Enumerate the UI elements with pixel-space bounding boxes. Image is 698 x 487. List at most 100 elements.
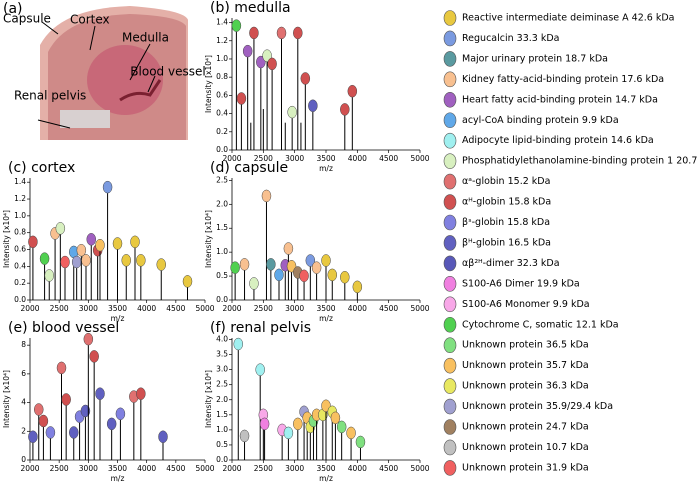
x-tick-label: 3000 [79,464,98,473]
peak-marker [56,361,67,375]
peak-marker [28,235,38,249]
peak-marker [308,99,318,113]
peak-marker [102,180,113,194]
peak-marker [95,387,105,400]
x-tick-label: 5000 [195,464,214,473]
y-tick-label: 0.8 [216,72,228,81]
x-tick-label: 3500 [108,464,127,473]
y-axis-title: Intensity [x10⁴] [204,210,213,268]
y-tick-label: 0.6 [14,245,26,254]
annotation: Blood vessel [130,65,205,79]
peak-marker [233,337,244,351]
peak-marker [355,435,366,449]
spectrum-panel: (b) medulla 2000 2500 3000 3500 4000 4500 5000 0… [204,0,430,173]
legend-swatch [443,10,457,26]
legend-label: Adipocyte lipid-binding protein 14.6 kDa [462,135,654,146]
legend-swatch [443,132,457,149]
x-tick-label: 3500 [108,304,127,313]
peak-marker [340,271,350,284]
y-tick-label: 0.2 [14,278,26,287]
peak-marker [267,57,277,71]
x-tick-label: 3500 [316,304,335,313]
x-tick-label: 4500 [379,464,398,473]
x-tick-label: 3500 [316,154,335,163]
peak-marker [156,258,166,271]
legend-label: Regucalcin 33.3 kDa [462,33,559,44]
blood-vessel [119,79,162,102]
legend-swatch [443,337,457,354]
panel-title: (e) blood vessel [8,320,119,336]
panel-label: (a) [3,1,23,17]
peak-marker [293,417,303,431]
x-tick-label: 2500 [50,304,69,313]
x-tick-label: 2000 [222,154,241,163]
x-tick-label: 4500 [379,304,398,313]
y-tick-label: 0.0 [14,295,26,304]
y-tick-label: 3.0 [216,365,228,374]
y-tick-label: 1.0 [216,54,228,63]
y-tick-label: 2 [21,426,26,435]
x-tick-label: 4000 [137,304,156,313]
legend-swatch [443,153,457,169]
spectrum-panel: (d) capsule 2000 2500 3000 3500 4000 4500 5000 0… [204,160,430,323]
peak-marker [89,350,99,363]
panel-title: (f) renal pelvis [210,320,311,336]
peak-marker [242,44,253,58]
legend-swatch [443,92,457,108]
peak-marker [287,105,297,119]
legend-label: Cytochrome C, somatic 12.1 kDa [462,319,619,330]
peak-marker [327,268,338,282]
y-tick-label: 1.2 [216,36,228,45]
legend-swatch [443,235,457,251]
legend-swatch [443,296,457,313]
peak-marker [236,92,247,105]
x-tick-label: 2000 [20,464,39,473]
y-tick-label: 4.0 [216,335,228,344]
x-tick-label: 4500 [379,154,398,163]
legend-label: acyl-CoA binding protein 9.9 kDa [462,115,619,126]
legend-label: αᴴ-globin 15.8 kDa [462,197,551,208]
legend-label: Unknown protein 35.7 kDa [462,360,589,371]
x-axis-title: m/z [111,474,125,483]
y-tick-label: 1.2 [14,194,26,203]
y-tick-label: 0.2 [216,127,228,136]
peak-marker [39,252,50,265]
y-axis-title: Intensity [x10⁴] [2,210,11,268]
legend-swatch [443,378,457,394]
legend-label: Heart fatty acid-binding protein 14.7 kD… [462,94,658,105]
legend-label: Kidney fatty-acid-binding protein 17.6 k… [462,74,664,85]
legend-label: Reactive intermediate deiminase A 42.6 k… [462,13,674,24]
y-tick-label: 0.4 [14,261,26,270]
peak-marker [266,258,276,271]
peak-marker [259,417,270,431]
y-tick-label: 0.4 [216,109,228,118]
legend-label: αβ²ᴴ-dimer 32.3 kDa [462,258,560,269]
peak-marker [136,254,146,267]
peak-marker [71,255,82,269]
pelvis-region [60,110,110,128]
y-tick-label: 1.4 [14,177,26,186]
peak-marker [80,404,91,418]
peak-marker [336,420,347,434]
x-tick-label: 4000 [137,464,156,473]
y-tick-label: 1.5 [216,410,228,419]
x-tick-label: 4000 [348,464,367,473]
peak-marker [340,103,350,116]
panel-title: (c) cortex [8,160,75,176]
x-axis-title: m/z [319,164,333,173]
peak-marker [34,403,44,416]
x-tick-label: 4000 [348,304,367,313]
peak-marker [69,426,79,439]
x-tick-label: 4000 [348,154,367,163]
y-tick-label: 3.5 [216,350,228,359]
legend-swatch [443,173,457,190]
y-tick-label: 0.0 [216,295,228,304]
peak-marker [256,55,266,69]
peak-marker [115,407,126,421]
peak-marker [276,26,287,40]
x-tick-label: 2500 [254,464,273,473]
peak-marker [38,414,49,428]
x-tick-label: 3000 [285,464,304,473]
